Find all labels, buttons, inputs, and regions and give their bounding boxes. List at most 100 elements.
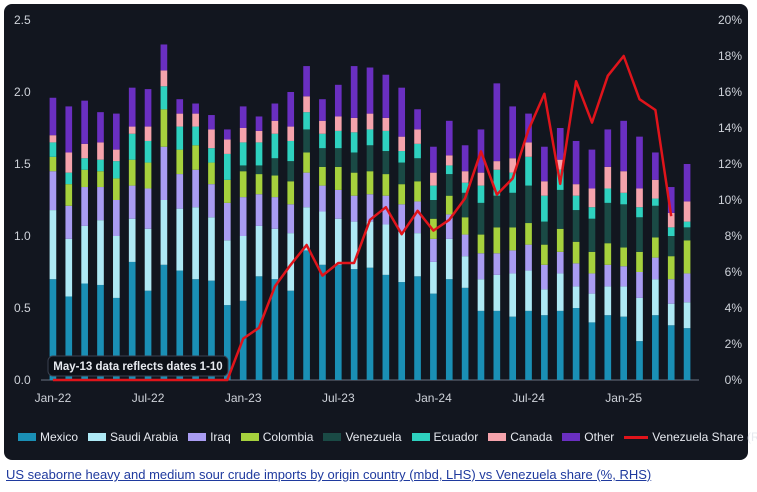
bar-segment-colombia[interactable] xyxy=(81,169,88,188)
bar-segment-other[interactable] xyxy=(97,112,104,143)
bar-segment-venezuela[interactable] xyxy=(255,165,263,175)
bar-segment-venezuela[interactable] xyxy=(525,185,532,224)
legend-item-venezuela-share[interactable]: Venezuela Share (RHS) xyxy=(624,430,757,444)
bar-segment-saudi-arabia[interactable] xyxy=(525,270,532,311)
bar-segment-canada[interactable] xyxy=(113,149,120,162)
bar-segment-saudi-arabia[interactable] xyxy=(287,233,295,291)
bar-segment-mexico[interactable] xyxy=(509,316,517,380)
bar-segment-saudi-arabia[interactable] xyxy=(208,217,215,281)
bar-segment-saudi-arabia[interactable] xyxy=(49,210,57,280)
bar-segment-colombia[interactable] xyxy=(525,223,532,245)
bar-segment-iraq[interactable] xyxy=(192,169,199,208)
bar-segment-other[interactable] xyxy=(461,145,469,172)
bar-segment-ecuador[interactable] xyxy=(683,221,691,228)
bar-segment-saudi-arabia[interactable] xyxy=(255,225,263,277)
bar-segment-ecuador[interactable] xyxy=(334,130,342,149)
bar-segment-ecuador[interactable] xyxy=(541,195,548,222)
bar-segment-colombia[interactable] xyxy=(208,162,215,185)
bar-segment-colombia[interactable] xyxy=(588,251,596,274)
bar-segment-iraq[interactable] xyxy=(572,263,580,287)
bar-segment-mexico[interactable] xyxy=(223,305,231,380)
bar-segment-venezuela[interactable] xyxy=(652,205,659,238)
bar-segment-venezuela[interactable] xyxy=(477,202,485,235)
bar-segment-ecuador[interactable] xyxy=(652,198,659,206)
bar-segment-iraq[interactable] xyxy=(350,195,358,222)
legend-item-iraq[interactable]: Iraq xyxy=(188,430,231,444)
bar-segment-ecuador[interactable] xyxy=(525,156,532,186)
bar-segment-iraq[interactable] xyxy=(382,195,390,225)
legend-item-canada[interactable]: Canada xyxy=(488,430,552,444)
bar-segment-saudi-arabia[interactable] xyxy=(303,207,310,251)
bar-segment-other[interactable] xyxy=(414,109,421,130)
bar-segment-ecuador[interactable] xyxy=(192,126,199,146)
bar-segment-venezuela[interactable] xyxy=(636,217,643,252)
bar-segment-venezuela[interactable] xyxy=(382,151,390,175)
legend-item-ecuador[interactable]: Ecuador xyxy=(411,430,478,444)
bar-segment-ecuador[interactable] xyxy=(350,132,358,153)
bar-segment-iraq[interactable] xyxy=(303,172,310,208)
bar-segment-iraq[interactable] xyxy=(588,273,596,294)
bar-segment-mexico[interactable] xyxy=(81,283,88,380)
bar-segment-saudi-arabia[interactable] xyxy=(683,302,691,329)
bar-segment-mexico[interactable] xyxy=(271,279,279,380)
bar-segment-ecuador[interactable] xyxy=(430,185,437,200)
bar-segment-saudi-arabia[interactable] xyxy=(604,286,612,316)
bar-segment-saudi-arabia[interactable] xyxy=(477,279,485,311)
bar-segment-other[interactable] xyxy=(334,84,342,117)
bar-segment-venezuela[interactable] xyxy=(556,189,564,229)
bar-segment-other[interactable] xyxy=(683,164,691,202)
bar-segment-saudi-arabia[interactable] xyxy=(556,273,564,311)
bar-segment-iraq[interactable] xyxy=(445,214,453,239)
bar-segment-canada[interactable] xyxy=(49,135,57,143)
bar-segment-ecuador[interactable] xyxy=(65,172,73,185)
bar-segment-canada[interactable] xyxy=(303,96,310,113)
bar-segment-mexico[interactable] xyxy=(652,315,659,380)
bar-segment-colombia[interactable] xyxy=(287,181,295,205)
bar-segment-mexico[interactable] xyxy=(350,269,358,380)
bar-segment-ecuador[interactable] xyxy=(414,143,421,159)
bar-segment-canada[interactable] xyxy=(620,171,627,193)
bar-segment-venezuela[interactable] xyxy=(287,161,295,182)
bar-segment-mexico[interactable] xyxy=(144,290,152,380)
bar-segment-canada[interactable] xyxy=(414,129,421,144)
bar-segment-canada[interactable] xyxy=(81,143,88,159)
bar-segment-ecuador[interactable] xyxy=(239,142,247,166)
bar-segment-iraq[interactable] xyxy=(271,197,279,229)
bar-segment-canada[interactable] xyxy=(350,117,358,133)
bar-segment-mexico[interactable] xyxy=(620,316,627,380)
bar-segment-colombia[interactable] xyxy=(319,166,326,186)
bar-segment-iraq[interactable] xyxy=(319,185,326,212)
bar-segment-venezuela[interactable] xyxy=(683,227,691,241)
bar-segment-ecuador[interactable] xyxy=(144,140,152,163)
bar-segment-canada[interactable] xyxy=(223,139,231,154)
bar-segment-colombia[interactable] xyxy=(652,237,659,258)
bar-segment-other[interactable] xyxy=(652,152,659,180)
bar-segment-saudi-arabia[interactable] xyxy=(160,200,168,265)
bar-segment-ecuador[interactable] xyxy=(382,130,390,152)
bar-segment-other[interactable] xyxy=(255,116,263,131)
bar-segment-mexico[interactable] xyxy=(430,293,437,380)
bar-segment-colombia[interactable] xyxy=(572,241,580,264)
bar-segment-venezuela[interactable] xyxy=(620,204,627,248)
bar-segment-ecuador[interactable] xyxy=(128,133,136,160)
bar-segment-other[interactable] xyxy=(636,136,643,189)
bar-segment-iraq[interactable] xyxy=(525,244,532,271)
bar-segment-other[interactable] xyxy=(319,99,326,121)
bar-segment-colombia[interactable] xyxy=(556,228,564,252)
bar-segment-other[interactable] xyxy=(445,120,453,156)
bar-segment-canada[interactable] xyxy=(477,172,485,186)
bar-segment-iraq[interactable] xyxy=(334,189,342,219)
bar-segment-other[interactable] xyxy=(65,106,73,153)
bar-segment-colombia[interactable] xyxy=(192,145,199,170)
bar-segment-canada[interactable] xyxy=(556,159,564,170)
bar-segment-colombia[interactable] xyxy=(334,166,342,190)
bar-segment-canada[interactable] xyxy=(334,116,342,131)
bar-segment-mexico[interactable] xyxy=(588,322,596,380)
bar-segment-canada[interactable] xyxy=(192,113,199,127)
legend-item-saudi-arabia[interactable]: Saudi Arabia xyxy=(88,430,178,444)
bar-segment-mexico[interactable] xyxy=(208,280,215,380)
bar-segment-colombia[interactable] xyxy=(49,156,57,172)
bar-segment-colombia[interactable] xyxy=(636,251,643,272)
bar-segment-mexico[interactable] xyxy=(636,341,643,380)
bar-segment-mexico[interactable] xyxy=(334,264,342,380)
